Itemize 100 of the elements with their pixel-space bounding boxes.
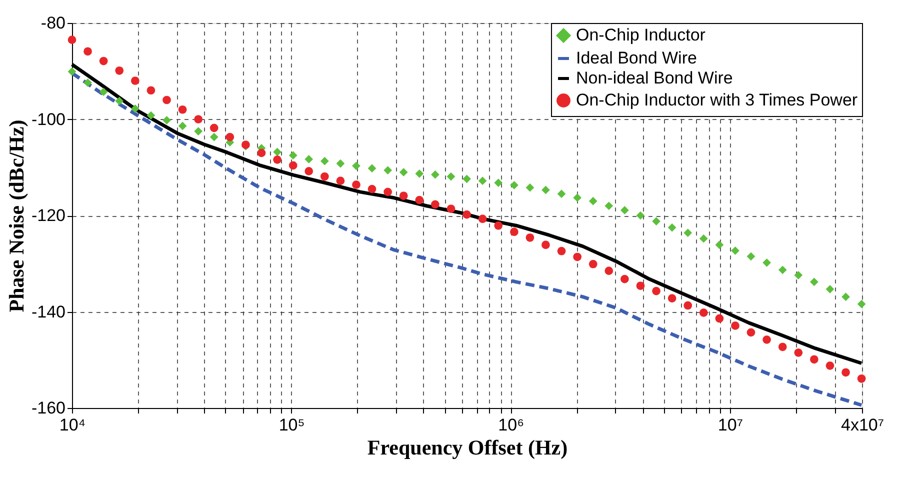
x-axis-title: Frequency Offset (Hz) xyxy=(367,436,568,460)
point xyxy=(684,228,692,238)
point xyxy=(431,200,440,209)
point xyxy=(320,172,329,181)
point xyxy=(99,56,108,66)
point xyxy=(794,270,803,280)
point xyxy=(226,132,234,142)
point xyxy=(746,252,756,261)
point xyxy=(588,260,598,268)
point xyxy=(494,178,503,187)
point xyxy=(84,47,92,56)
point xyxy=(842,292,850,302)
point xyxy=(668,223,676,232)
point xyxy=(194,127,203,136)
point xyxy=(162,96,171,104)
point xyxy=(684,301,692,310)
point xyxy=(304,155,314,164)
point xyxy=(731,322,740,330)
legend-label: On-Chip Inductor with 3 Times Power xyxy=(576,90,858,110)
point xyxy=(715,314,724,323)
x-tick-label: 4x10⁷ xyxy=(840,416,884,434)
point xyxy=(526,183,534,192)
legend-label: On-Chip Inductor xyxy=(576,26,706,44)
point xyxy=(826,284,834,294)
x-tick-label: 10⁷ xyxy=(718,416,743,434)
point xyxy=(620,274,629,284)
y-tick-label: -80 xyxy=(40,14,66,32)
point xyxy=(368,164,376,173)
point xyxy=(320,156,329,166)
point xyxy=(478,176,487,186)
point xyxy=(178,105,187,114)
legend-label: Non-ideal Bond Wire xyxy=(576,68,733,88)
point xyxy=(273,156,282,164)
point xyxy=(699,308,708,317)
point xyxy=(826,361,834,370)
point xyxy=(146,86,156,95)
y-tick-label: -140 xyxy=(31,302,66,322)
y-tick-label: -100 xyxy=(31,110,66,129)
point xyxy=(573,252,582,262)
point xyxy=(384,188,392,196)
point xyxy=(210,132,218,142)
point xyxy=(842,368,850,377)
point xyxy=(399,168,408,176)
point xyxy=(288,161,298,170)
point xyxy=(115,66,124,75)
point xyxy=(778,266,787,274)
point xyxy=(557,246,566,256)
point xyxy=(636,282,645,290)
point xyxy=(130,76,140,85)
point xyxy=(604,266,614,276)
point xyxy=(115,96,124,106)
point xyxy=(652,217,660,226)
point xyxy=(557,190,566,198)
point xyxy=(542,240,550,250)
point xyxy=(762,258,771,267)
point xyxy=(352,162,360,170)
point xyxy=(446,172,456,181)
point xyxy=(368,184,376,194)
point xyxy=(384,166,392,174)
point xyxy=(794,348,803,357)
y-axis-title: Phase Noise (dBc/Hz) xyxy=(4,120,28,312)
point xyxy=(731,246,740,255)
point xyxy=(462,210,471,219)
point xyxy=(336,176,345,186)
point xyxy=(288,151,298,160)
point xyxy=(84,78,92,87)
point xyxy=(573,194,582,202)
x-tick-label: 10⁵ xyxy=(278,416,305,434)
point xyxy=(431,170,440,179)
point xyxy=(478,214,487,224)
point xyxy=(304,167,314,176)
x-tick-label: 10⁴ xyxy=(59,416,86,434)
point xyxy=(652,286,660,296)
point xyxy=(415,196,424,204)
point xyxy=(746,328,756,337)
point xyxy=(857,374,866,383)
point xyxy=(210,124,218,132)
point xyxy=(146,111,156,120)
point xyxy=(604,202,614,210)
point xyxy=(636,211,645,220)
point xyxy=(510,181,518,190)
point xyxy=(494,221,503,230)
point xyxy=(68,67,76,76)
y-tick-label: -160 xyxy=(31,398,66,418)
point xyxy=(762,335,771,344)
point xyxy=(526,233,534,242)
point xyxy=(194,115,203,124)
point xyxy=(446,204,456,213)
point xyxy=(257,148,266,158)
point xyxy=(68,36,76,44)
point xyxy=(399,192,408,200)
point xyxy=(510,228,518,236)
point xyxy=(588,196,598,206)
point xyxy=(336,159,345,168)
y-tick-label: -120 xyxy=(31,206,66,225)
point xyxy=(178,122,187,130)
point xyxy=(130,104,140,113)
point xyxy=(810,278,818,286)
point xyxy=(778,342,787,352)
point xyxy=(352,180,360,189)
